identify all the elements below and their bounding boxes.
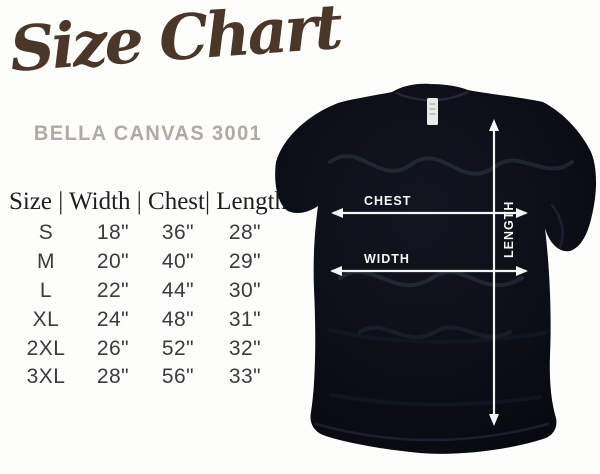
table-row: 3XL 28" 56" 33" bbox=[10, 363, 288, 392]
table-row: 2XL 26" 52" 32" bbox=[10, 334, 288, 363]
cell-chest: 40" bbox=[161, 250, 195, 274]
size-table: S 18" 36" 28" M 20" 40" 29" L 22" 44" 30… bbox=[10, 219, 288, 392]
cell-width: 26" bbox=[96, 336, 130, 360]
width-label: WIDTH bbox=[364, 252, 410, 266]
table-row: M 20" 40" 29" bbox=[10, 248, 288, 277]
cell-width: 22" bbox=[96, 278, 130, 302]
cell-length: 28" bbox=[228, 221, 262, 245]
watermark-squiggle bbox=[328, 154, 574, 340]
length-label: LENGTH bbox=[502, 201, 516, 258]
cell-chest: 56" bbox=[161, 365, 195, 389]
chest-label: CHEST bbox=[364, 194, 411, 208]
cell-size: XL bbox=[32, 307, 60, 331]
cell-width: 24" bbox=[96, 307, 130, 331]
product-subtitle: BELLA CANVAS 3001 bbox=[33, 122, 263, 145]
neck-tag bbox=[427, 98, 438, 125]
table-row: XL 24" 48" 31" bbox=[10, 305, 288, 334]
table-row: L 22" 44" 30" bbox=[10, 277, 288, 306]
cell-length: 33" bbox=[228, 365, 262, 389]
cell-chest: 52" bbox=[161, 336, 195, 360]
cell-chest: 36" bbox=[161, 221, 195, 245]
cell-size: 2XL bbox=[26, 336, 66, 360]
length-arrow bbox=[489, 119, 499, 426]
cell-chest: 48" bbox=[161, 307, 195, 331]
fabric-wrinkles bbox=[314, 203, 564, 442]
cell-length: 31" bbox=[228, 307, 262, 331]
cell-length: 30" bbox=[228, 278, 262, 302]
cell-width: 18" bbox=[96, 221, 130, 245]
size-table-header: Size | Width | Chest| Length bbox=[8, 188, 288, 215]
cell-size: M bbox=[37, 250, 55, 274]
tshirt-silhouette bbox=[275, 83, 597, 454]
cell-size: 3XL bbox=[26, 365, 66, 389]
table-row: S 18" 36" 28" bbox=[10, 219, 288, 248]
cell-size: L bbox=[39, 278, 53, 302]
cell-length: 29" bbox=[228, 250, 262, 274]
cell-length: 32" bbox=[228, 336, 262, 360]
cell-chest: 44" bbox=[161, 278, 195, 302]
cell-size: S bbox=[38, 221, 54, 245]
cell-width: 28" bbox=[96, 365, 130, 389]
cell-width: 20" bbox=[96, 250, 130, 274]
